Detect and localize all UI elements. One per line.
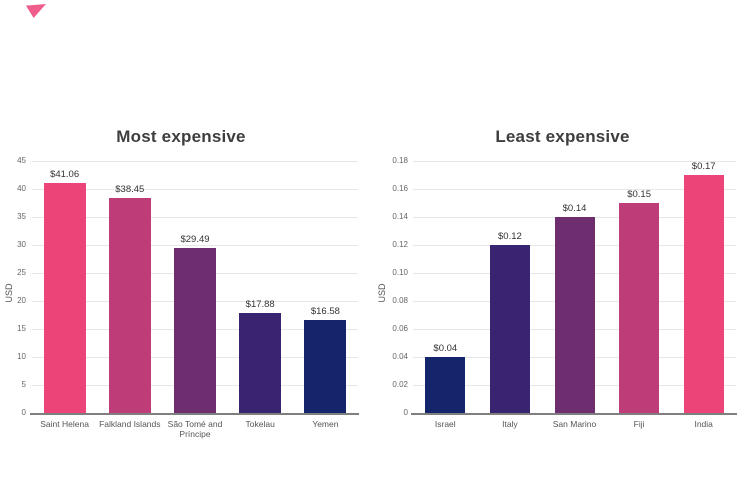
y-tick-label: 20 — [17, 296, 26, 305]
bar-saint-helena — [43, 183, 86, 413]
bar-fiji — [619, 203, 660, 413]
bar-italy — [489, 245, 530, 413]
bar-value-label: $0.12 — [498, 231, 522, 242]
y-tick-label: 0.06 — [392, 324, 408, 333]
y-tick-label: 0 — [21, 408, 26, 417]
bar-israel — [425, 357, 466, 413]
bar-value-label: $0.17 — [691, 161, 716, 172]
x-category-label: Yemen — [312, 419, 339, 429]
x-axis-line — [30, 413, 359, 415]
x-category-label: Italy — [502, 419, 518, 429]
x-category-label: São Tomé and Príncipe — [167, 419, 223, 439]
x-category-label: Saint Helena — [40, 419, 89, 429]
x-category-label: Falkland Islands — [99, 419, 161, 429]
y-tick-label: 25 — [17, 268, 26, 277]
y-tick-label: 0.04 — [392, 352, 408, 361]
x-category-label: Israel — [434, 419, 456, 429]
x-category-label: Fiji — [633, 419, 645, 429]
y-tick-label: 0 — [403, 408, 408, 417]
bar-s-o-tom-and-pr-ncipe — [174, 247, 216, 413]
y-tick-label: 35 — [17, 212, 26, 221]
gridline — [413, 189, 736, 190]
x-axis-line — [411, 413, 737, 415]
y-tick-label: 0.12 — [392, 240, 408, 249]
gridline — [32, 245, 358, 246]
bar-india — [683, 175, 724, 413]
y-tick-label: 0.14 — [392, 212, 408, 221]
gridline — [32, 189, 358, 190]
chart-title: Most expensive — [116, 127, 246, 146]
bar-value-label: $0.15 — [627, 189, 651, 200]
y-tick-label: 0.08 — [392, 296, 408, 305]
bar-value-label: $38.45 — [115, 183, 145, 195]
bar-value-label: $0.14 — [562, 203, 587, 214]
y-tick-label: 0.16 — [392, 184, 408, 193]
y-tick-label: 5 — [21, 380, 26, 389]
gridline — [32, 217, 358, 218]
chart-least-expensive: Least expensive USD 0 0.02 0.04 0.06 0.08 0.1… — [375, 0, 750, 500]
y-tick-label: 0.10 — [392, 268, 408, 277]
y-tick-label: 15 — [17, 324, 26, 333]
bar-value-label: $16.58 — [310, 306, 340, 318]
bar-falkland-islands — [108, 197, 151, 413]
chart-title: Least expensive — [495, 127, 630, 146]
bar-value-label: $0.04 — [433, 343, 458, 354]
x-category-label: India — [694, 419, 713, 429]
y-tick-label: 45 — [17, 156, 26, 165]
gridline — [32, 161, 358, 162]
x-category-label: San Marino — [552, 419, 597, 429]
bar-value-label: $41.06 — [50, 169, 80, 181]
y-tick-label: 10 — [17, 352, 26, 361]
bar-value-label: $29.49 — [180, 233, 210, 245]
y-tick-label: 0.18 — [392, 156, 408, 165]
y-tick-label: 30 — [17, 240, 26, 249]
gridline — [413, 161, 736, 162]
y-tick-label: 40 — [17, 184, 26, 193]
y-tick-label: 0.02 — [392, 380, 408, 389]
bar-value-label: $17.88 — [245, 298, 275, 310]
bar-tokelau — [239, 312, 282, 413]
bar-yemen — [304, 320, 347, 413]
chart-most-expensive: Most expensive USD 0 5 10 15 20 25 30 35 40 45 $41… — [0, 0, 362, 500]
bar-san-marino — [554, 217, 595, 413]
x-category-label: Tokelau — [245, 419, 275, 429]
